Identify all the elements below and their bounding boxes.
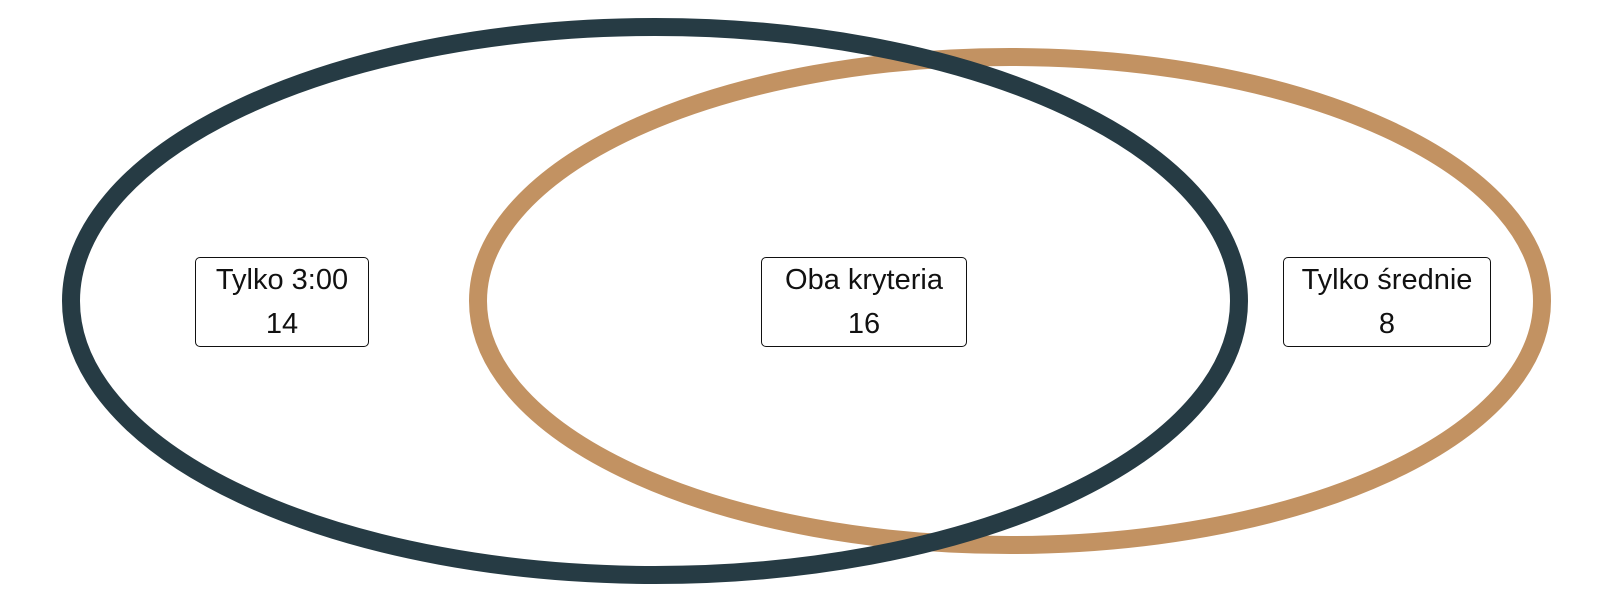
set-left-ellipse: [62, 18, 1248, 584]
set-right-ellipse: [469, 48, 1551, 554]
intersection-label: Oba kryteria: [785, 264, 943, 296]
right-only-label-box: Tylko średnie 8: [1283, 257, 1491, 347]
left-only-label-box: Tylko 3:00 14: [195, 257, 369, 347]
left-only-label: Tylko 3:00: [215, 264, 349, 296]
intersection-count: 16: [847, 308, 881, 340]
left-only-count: 14: [265, 308, 299, 340]
right-only-count: 8: [1378, 308, 1396, 340]
right-only-label: Tylko średnie: [1301, 264, 1473, 296]
intersection-label-box: Oba kryteria 16: [761, 257, 967, 347]
